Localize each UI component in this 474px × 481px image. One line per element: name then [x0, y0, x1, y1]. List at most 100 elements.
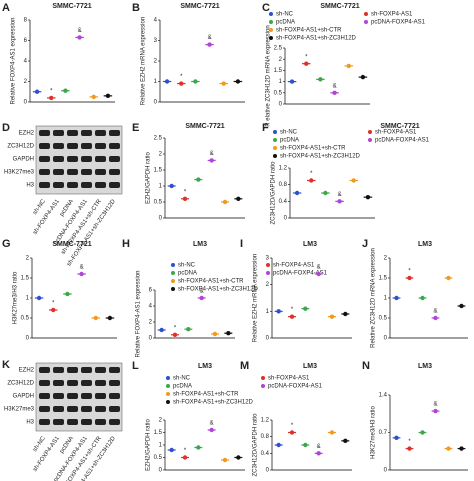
- mean-point: [276, 442, 281, 448]
- blot-row-label: ZC3H12D: [7, 381, 34, 387]
- blot-band: [81, 406, 92, 412]
- mean-point: [209, 427, 214, 433]
- mean-point: [91, 94, 96, 100]
- y-tick-label: 6: [24, 38, 28, 44]
- legend-label: sh-NC: [276, 12, 294, 18]
- legend-marker: [269, 28, 273, 32]
- y-tick-label: 0: [266, 468, 270, 474]
- blot-band: [109, 380, 120, 386]
- chart-title: LM3: [303, 241, 317, 248]
- mean-point: [420, 295, 425, 301]
- y-tick-label: 1: [26, 296, 30, 302]
- panel-label: F: [262, 122, 269, 134]
- legend-label: pcDNA-FOXP4-AS1: [371, 20, 426, 26]
- annotation: *: [305, 54, 308, 60]
- panel-label: I: [240, 238, 243, 250]
- blot-band: [39, 169, 50, 175]
- y-tick-label: 4: [149, 304, 153, 310]
- annotation: *: [184, 189, 187, 195]
- mean-point: [196, 177, 201, 182]
- legend-marker: [364, 12, 368, 16]
- legend-marker: [261, 384, 265, 388]
- blot-band: [67, 380, 78, 386]
- annotation: &: [338, 192, 342, 198]
- blot-band: [67, 419, 78, 425]
- mean-point: [420, 430, 425, 435]
- legend-marker: [166, 376, 170, 380]
- legend-marker: [269, 36, 273, 40]
- legend-label: sh-FOXP4-AS1: [273, 263, 315, 269]
- y-tick-label: 0.4: [279, 199, 288, 205]
- blot-band: [39, 419, 50, 425]
- mean-point: [394, 295, 399, 301]
- panel-label: M: [240, 360, 249, 372]
- annotation: &: [317, 444, 321, 450]
- annotation: *: [180, 74, 183, 80]
- annotation: *: [291, 423, 294, 429]
- y-axis-label: Relative FOXP4-AS1 expression: [11, 17, 17, 104]
- mean-point: [79, 271, 84, 277]
- legend-label: sh-FOXP4-AS1+sh-CTR: [173, 392, 239, 398]
- mean-point: [77, 35, 82, 40]
- legend-marker: [269, 12, 273, 16]
- chart-title: SMMC-7721: [380, 123, 419, 130]
- mean-point: [433, 408, 438, 414]
- blot-band: [39, 130, 50, 136]
- mean-point: [294, 190, 300, 196]
- mean-point: [169, 447, 174, 453]
- mean-point: [289, 430, 295, 435]
- mean-point: [337, 199, 342, 204]
- legend-marker: [171, 271, 175, 275]
- mean-point: [316, 451, 321, 456]
- blot-band: [109, 143, 120, 149]
- mean-point: [289, 79, 295, 84]
- mean-point: [105, 93, 111, 99]
- y-tick-label: 1: [279, 79, 283, 85]
- blot-row-label: GAPDH: [13, 157, 34, 163]
- blot-row-label: ZC3H12D: [7, 144, 34, 150]
- y-axis-label: Relative FOXP4-AS1 expression: [136, 270, 142, 357]
- legend-label: sh-FOXP4-AS1+sh-ZC3H12D: [173, 400, 254, 406]
- mean-point: [164, 79, 170, 84]
- legend-marker: [266, 263, 270, 267]
- y-tick-label: 1: [159, 184, 163, 190]
- y-tick-label: 1.5: [274, 68, 283, 74]
- y-tick-label: 0.5: [274, 90, 283, 96]
- blot-band: [95, 367, 106, 373]
- blot-band: [109, 419, 120, 425]
- mean-point: [93, 315, 98, 321]
- y-tick-label: 1.4: [379, 393, 388, 399]
- panel-label: H: [122, 238, 130, 250]
- blot-band: [53, 380, 64, 386]
- y-tick-label: 0.5: [154, 455, 163, 461]
- y-axis-label: Relative EZH2 mRNA expression: [253, 254, 259, 342]
- y-tick-label: 0: [266, 336, 270, 342]
- mean-point: [346, 63, 351, 69]
- y-tick-label: 2: [26, 256, 30, 262]
- y-axis-label: EZH2/GAPDH ratio: [146, 419, 152, 471]
- legend-label: pcDNA-FOXP4-AS1: [268, 384, 323, 390]
- blot-band: [95, 156, 106, 162]
- blot-band: [109, 182, 120, 188]
- mean-point: [329, 430, 335, 435]
- blot-band: [67, 130, 78, 136]
- y-tick-label: 1.5: [379, 276, 388, 282]
- legend-label: sh-FOXP4-AS1: [268, 376, 310, 382]
- y-axis-label: H3K27me3/H3 ratio: [13, 271, 19, 324]
- legend-label: sh-FOXP4-AS1+sh-ZC3H12D: [280, 154, 361, 160]
- mean-point: [446, 446, 451, 451]
- y-tick-label: 2: [159, 418, 163, 424]
- y-tick-label: 2: [159, 152, 163, 158]
- mean-point: [303, 306, 308, 311]
- mean-point: [236, 196, 241, 201]
- y-tick-label: 3: [266, 256, 270, 262]
- panel-label: J: [362, 238, 368, 250]
- blot-band: [109, 156, 120, 162]
- y-tick-label: 0.5: [379, 316, 388, 322]
- y-tick-label: 0: [279, 102, 283, 108]
- legend-label: sh-FOXP4-AS1+sh-CTR: [280, 146, 346, 152]
- blot-band: [67, 393, 78, 399]
- y-tick-label: 1.2: [261, 418, 270, 424]
- y-tick-label: 0: [154, 100, 158, 106]
